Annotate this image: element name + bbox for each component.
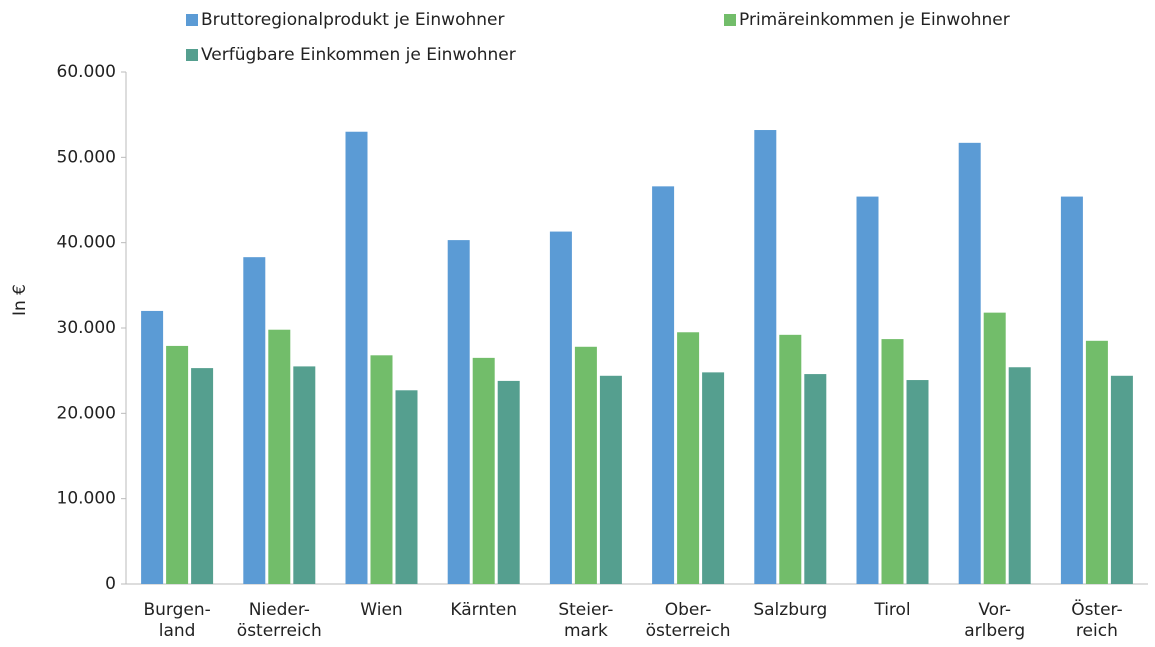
bar: [243, 257, 266, 584]
y-tick-label: 60.000: [57, 62, 116, 82]
x-tick-label: Kärnten: [450, 600, 517, 620]
bar: [472, 357, 495, 584]
x-tick-label: Tirol: [874, 600, 911, 620]
bar: [856, 196, 879, 584]
x-tick-label: Vor- arlberg: [964, 600, 1026, 641]
bar: [141, 310, 164, 584]
y-tick-label: 0: [105, 574, 116, 594]
x-tick-label: Nieder- österreich: [236, 600, 322, 641]
bar: [599, 375, 622, 584]
x-tick-label: Steier- mark: [558, 600, 614, 641]
x-tick-label: Öster- reich: [1071, 600, 1123, 641]
x-tick-label: Ober- österreich: [645, 600, 731, 641]
bar: [958, 142, 981, 584]
x-tick-label: Wien: [360, 600, 403, 620]
bar: [1008, 367, 1031, 584]
bar: [1060, 196, 1083, 584]
bar: [370, 355, 393, 584]
bar: [345, 131, 368, 584]
legend-swatch: [724, 14, 736, 26]
bar: [779, 334, 802, 584]
bar: [574, 346, 597, 584]
x-tick-label: Burgen- land: [143, 600, 211, 641]
legend-label: Verfügbare Einkommen je Einwohner: [201, 45, 516, 65]
bar: [881, 339, 904, 584]
bar: [652, 186, 675, 584]
y-tick-label: 40.000: [57, 233, 116, 253]
y-tick-label: 30.000: [57, 318, 116, 338]
y-tick-label: 50.000: [57, 147, 116, 167]
y-tick-label: 10.000: [57, 489, 116, 509]
bar: [906, 380, 929, 584]
x-tick-label: Salzburg: [753, 600, 828, 620]
bar: [549, 231, 572, 584]
legend-label: Primäreinkommen je Einwohner: [739, 10, 1010, 30]
bar: [166, 345, 189, 584]
bar: [395, 390, 418, 584]
bar: [983, 312, 1006, 584]
bar: [447, 240, 470, 584]
bar: [268, 329, 291, 584]
bar: [677, 332, 700, 584]
legend-swatch: [186, 49, 198, 61]
bar: [754, 130, 777, 584]
bar: [1085, 340, 1108, 584]
bar: [191, 368, 214, 584]
bar: [1110, 375, 1133, 584]
y-axis-label: In €: [10, 284, 30, 316]
bar: [804, 374, 827, 584]
legend-swatch: [186, 14, 198, 26]
bar: [702, 372, 725, 584]
y-tick-label: 20.000: [57, 403, 116, 423]
legend-label: Bruttoregionalprodukt je Einwohner: [201, 10, 504, 30]
bar: [497, 380, 520, 584]
bar: [293, 366, 316, 584]
